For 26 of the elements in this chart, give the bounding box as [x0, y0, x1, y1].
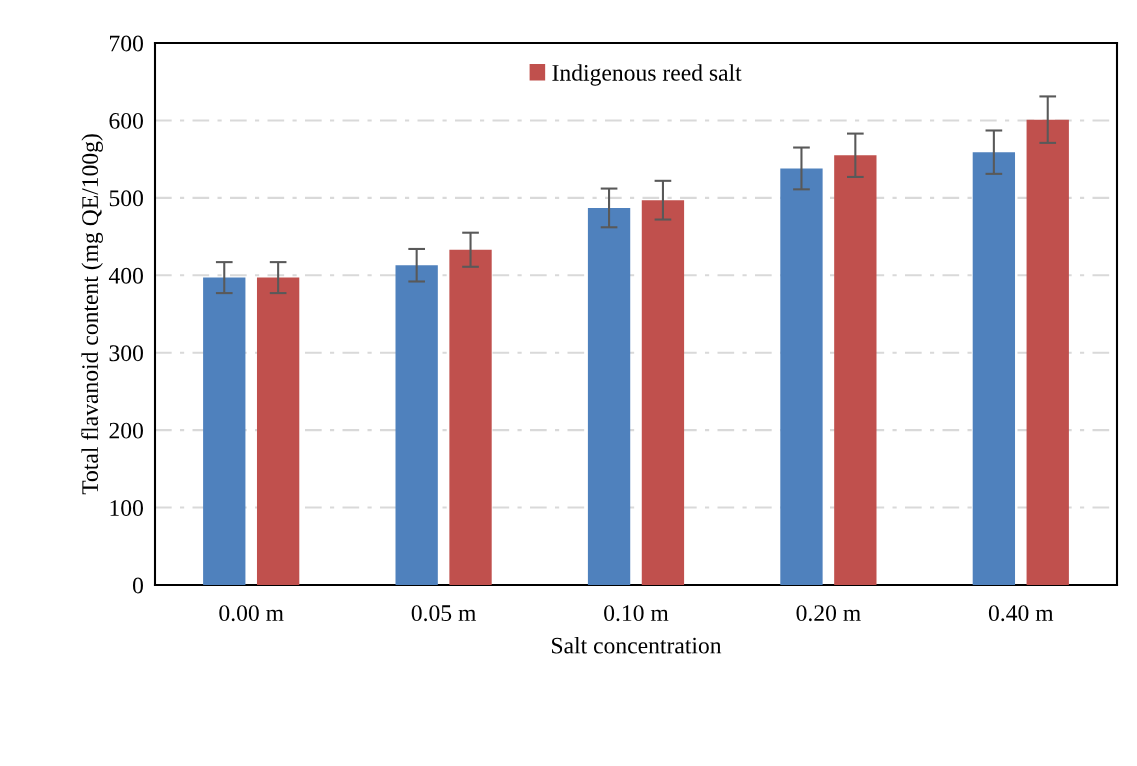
- x-tick-label: 0.20 m: [796, 605, 861, 622]
- bar: [449, 249, 492, 585]
- y-tick-label: 400: [108, 267, 143, 284]
- x-axis-title: Salt concentration: [552, 636, 722, 654]
- y-tick-label: 200: [109, 422, 143, 439]
- x-tick-label: 0.10 m: [604, 605, 669, 622]
- bar: [587, 207, 631, 585]
- x-tick-label: 0.40 m: [988, 605, 1054, 622]
- y-tick-label: 500: [109, 190, 143, 207]
- y-tick-label: 600: [109, 112, 143, 129]
- bar: [972, 152, 1016, 585]
- y-tick-label: 300: [109, 345, 143, 362]
- y-tick-label: 700: [110, 35, 143, 52]
- y-tick-label: 0: [132, 577, 143, 594]
- y-tick-label: 100: [110, 500, 143, 516]
- bar: [834, 155, 877, 585]
- bar: [780, 168, 823, 585]
- bar: [256, 277, 300, 585]
- legend-label: Indigenous reed salt: [552, 64, 742, 86]
- bar: [203, 277, 246, 585]
- bar: [641, 200, 685, 585]
- x-tick-label: 0.00 m: [219, 605, 284, 622]
- bar: [1026, 119, 1069, 585]
- x-tick-label: 0.05 m: [411, 605, 477, 622]
- bar: [395, 265, 438, 585]
- y-axis-title: Total flavanoid content (mg QE/100g): [81, 134, 103, 495]
